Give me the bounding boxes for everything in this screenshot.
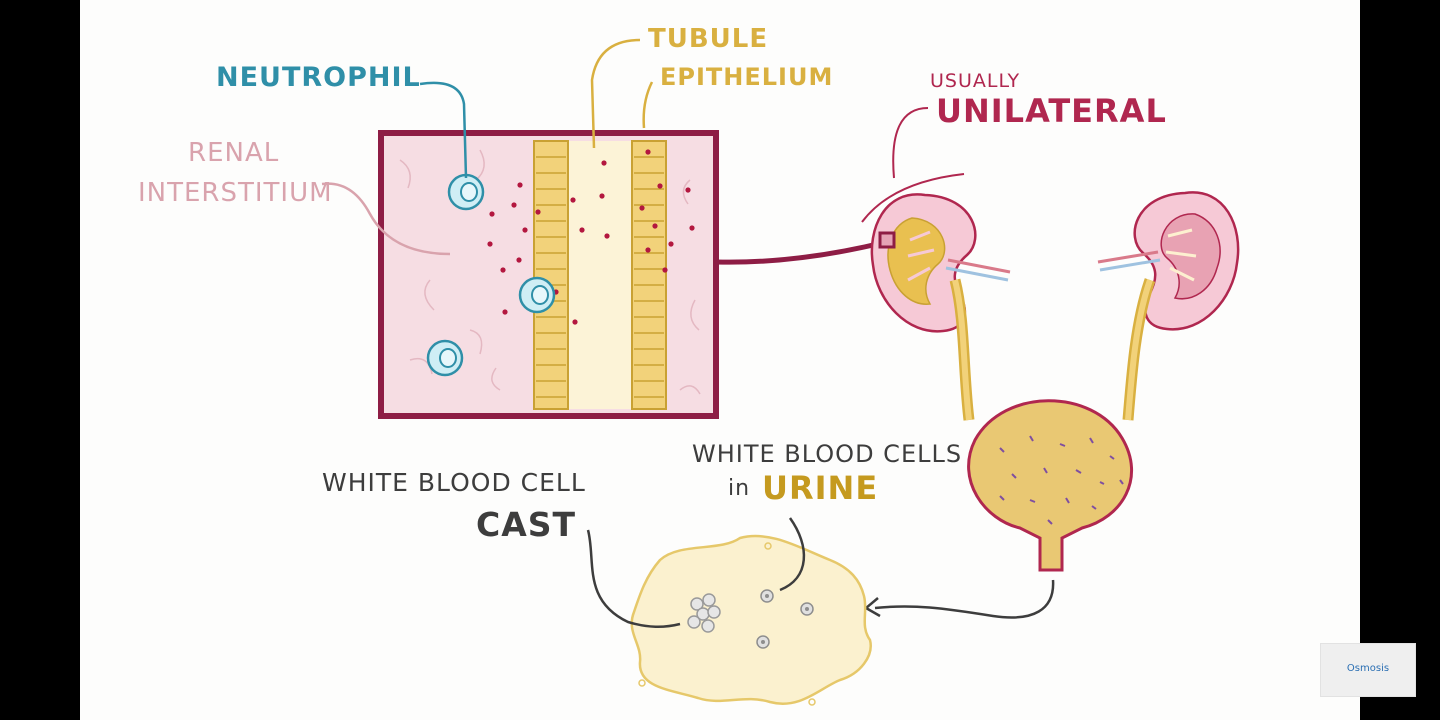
neutrophil-cell [447, 173, 485, 211]
label-cast: CAST [476, 505, 577, 544]
unilateral-bracket [861, 173, 965, 223]
tubule-lumen [568, 141, 632, 409]
wbc-cast [687, 593, 721, 633]
zoom-connector [715, 239, 887, 265]
urine-sample [630, 534, 872, 706]
urine-wbc-leader [779, 517, 806, 592]
tubule-epithelium-left [533, 140, 569, 410]
interstitium-box [378, 130, 719, 419]
interstitium-leader [321, 182, 451, 256]
kidney-left [870, 193, 977, 333]
bladder-wbc-marks [999, 435, 1124, 525]
label-renal: RENAL [188, 138, 280, 168]
letterbox-right [1360, 0, 1440, 720]
right-renal-artery [1097, 250, 1159, 264]
interstitium-fibers [399, 149, 701, 395]
label-urine: URINE [762, 469, 879, 507]
label-white-blood-cells: WHITE BLOOD CELLS [692, 440, 963, 468]
neutrophil-leader [419, 81, 468, 179]
label-usually: USUALLY [930, 70, 1021, 92]
inflammatory-dots [487, 149, 695, 325]
epithelium-leader [642, 81, 654, 129]
kidney-right [1133, 191, 1240, 331]
tubule-epithelium-right [631, 140, 667, 410]
label-tubule: TUBULE [648, 24, 769, 54]
label-white-blood-cell: WHITE BLOOD CELL [322, 468, 586, 497]
left-renal-vein [945, 266, 1009, 282]
neutrophil-cell [518, 276, 556, 314]
label-unilateral: UNILATERAL [936, 92, 1167, 130]
left-renal-artery [947, 258, 1011, 274]
right-renal-vein [1099, 258, 1161, 272]
unilateral-leader [892, 107, 929, 179]
cast-leader [586, 529, 681, 628]
logo-text: Osmosis [1346, 663, 1390, 674]
label-in: in [728, 476, 751, 501]
zoom-marker [878, 231, 896, 249]
letterbox-left [0, 0, 80, 720]
tubule-leader [590, 38, 641, 149]
osmosis-logo[interactable]: Osmosis [1320, 643, 1416, 697]
label-neutrophil: NEUTROPHIL [216, 62, 421, 93]
label-epithelium: EPITHELIUM [660, 63, 834, 91]
urine-arrow [874, 579, 1055, 619]
label-interstitium: INTERSTITIUM [138, 178, 333, 208]
neutrophil-cell [426, 339, 464, 377]
bladder [967, 399, 1133, 572]
